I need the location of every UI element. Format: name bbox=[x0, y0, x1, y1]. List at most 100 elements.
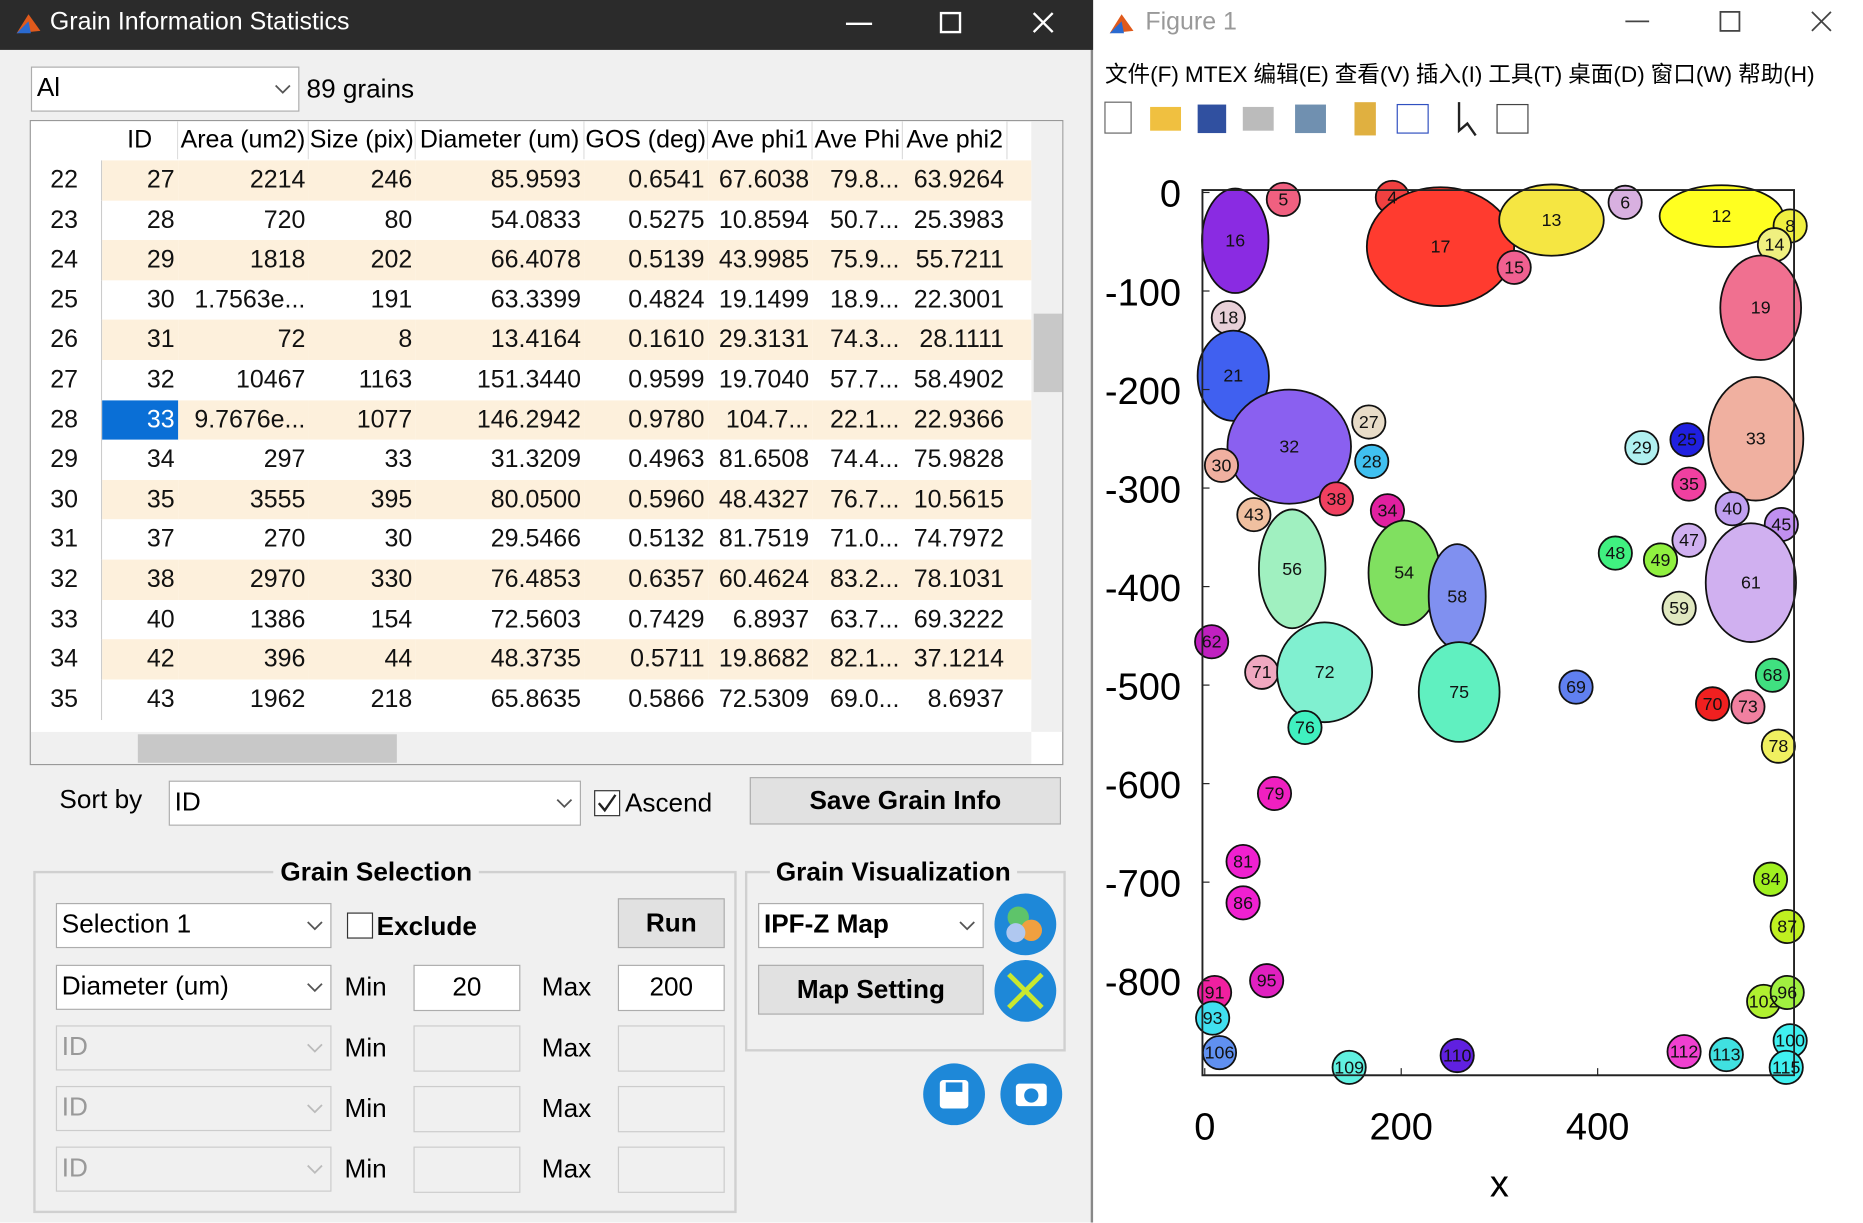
exclude-checkbox[interactable] bbox=[346, 912, 374, 939]
field-dropdown: ID bbox=[55, 1025, 332, 1071]
cell: 37.1214 bbox=[902, 639, 1008, 680]
ascend-checkbox[interactable] bbox=[594, 790, 621, 817]
cell: 18.9... bbox=[812, 280, 903, 321]
grain-label: 45 bbox=[1771, 514, 1791, 534]
header-cell bbox=[30, 121, 103, 160]
row-number: 29 bbox=[30, 439, 103, 481]
max-input[interactable] bbox=[617, 1085, 725, 1133]
cell: 10.8594 bbox=[708, 200, 813, 241]
cell: 25.3983 bbox=[902, 200, 1008, 241]
grain-table[interactable]: ID Area (um2) Size (pix) Diameter (um) GOS (… bbox=[29, 120, 1064, 766]
grain bbox=[1642, 542, 1679, 578]
cell: 40 bbox=[102, 599, 179, 640]
cell: 3555 bbox=[178, 479, 309, 521]
field-dropdown[interactable]: Diameter (um) bbox=[55, 964, 332, 1010]
cell: 31 bbox=[102, 320, 179, 361]
field: ID bbox=[61, 1091, 88, 1122]
scroll-thumb[interactable] bbox=[137, 734, 397, 763]
menu-item[interactable]: 帮助(H) bbox=[1738, 62, 1815, 88]
grain-label: 33 bbox=[1746, 429, 1766, 449]
cell: 0.5275 bbox=[584, 200, 709, 241]
grain-label: 14 bbox=[1765, 235, 1785, 255]
grain bbox=[1607, 184, 1643, 220]
map-setting-button[interactable]: Map Setting bbox=[758, 964, 984, 1015]
row-number: 31 bbox=[30, 519, 103, 561]
grain bbox=[1265, 181, 1301, 217]
grain bbox=[1671, 522, 1707, 558]
grain-label: 40 bbox=[1722, 499, 1742, 519]
min-label: Min bbox=[344, 1153, 387, 1184]
menu-item[interactable]: 文件(F) bbox=[1104, 62, 1179, 88]
grain-label: 109 bbox=[1334, 1057, 1364, 1077]
cell: 2214 bbox=[178, 160, 309, 201]
cell: 6.8937 bbox=[708, 599, 813, 640]
grain-label: 86 bbox=[1233, 893, 1253, 913]
sort-dropdown[interactable]: ID bbox=[168, 780, 582, 826]
max-label: Max bbox=[541, 1032, 592, 1063]
menu-item[interactable]: MTEX bbox=[1184, 62, 1248, 88]
menu-item[interactable]: 编辑(E) bbox=[1253, 62, 1329, 88]
row-number: 24 bbox=[30, 240, 103, 281]
cell: 78.1031 bbox=[902, 559, 1008, 601]
v-scrollbar[interactable] bbox=[1031, 121, 1063, 732]
phase-dropdown[interactable]: Al bbox=[30, 66, 300, 112]
grain-label: 59 bbox=[1669, 598, 1689, 618]
min-input[interactable] bbox=[413, 1025, 521, 1072]
row-number: 25 bbox=[30, 280, 103, 321]
grain bbox=[1558, 669, 1594, 705]
max-input[interactable] bbox=[617, 1146, 725, 1193]
chevron bbox=[275, 84, 291, 94]
cell bbox=[1007, 439, 1032, 481]
save-grain-button[interactable]: Save Grain Info bbox=[749, 777, 1062, 825]
tool-icons[interactable] bbox=[992, 891, 1061, 1129]
map-dropdown[interactable]: IPF-Z Map bbox=[758, 902, 984, 949]
header-cell: ID bbox=[102, 121, 179, 160]
cell: 72.5603 bbox=[415, 599, 585, 640]
sort-field: ID bbox=[174, 786, 201, 817]
cell: 0.4824 bbox=[584, 280, 709, 321]
grain bbox=[1498, 183, 1605, 257]
y-tick-label: -400 bbox=[1105, 568, 1181, 610]
field: Diameter (um) bbox=[61, 970, 229, 1001]
max-input[interactable]: 200 bbox=[617, 964, 725, 1012]
save-icons[interactable] bbox=[921, 1061, 1066, 1128]
cell: 76.7... bbox=[812, 479, 903, 521]
preset-dropdown[interactable]: Selection 1 bbox=[55, 902, 332, 949]
grain bbox=[1225, 843, 1261, 879]
min-input[interactable]: 20 bbox=[413, 964, 521, 1012]
grain-label: 73 bbox=[1738, 697, 1758, 717]
min-input[interactable] bbox=[413, 1146, 521, 1193]
window-controls[interactable] bbox=[832, 0, 1093, 50]
cell: 0.9599 bbox=[584, 360, 709, 401]
run-button[interactable]: Run bbox=[617, 898, 725, 949]
toolbar[interactable] bbox=[1095, 95, 1863, 143]
grain-label: 112 bbox=[1670, 1042, 1698, 1062]
scroll-thumb[interactable] bbox=[1033, 313, 1063, 393]
grain-label: 56 bbox=[1282, 559, 1302, 579]
min-label: Min bbox=[344, 1032, 387, 1063]
menu-item[interactable]: 查看(V) bbox=[1334, 62, 1410, 88]
cell: 0.5866 bbox=[584, 679, 709, 720]
grain-label: 115 bbox=[1772, 1057, 1800, 1077]
menu-item[interactable]: 工具(T) bbox=[1488, 62, 1563, 88]
cell: 1386 bbox=[178, 599, 309, 640]
grain-label: 96 bbox=[1777, 982, 1797, 1002]
max-input[interactable] bbox=[617, 1025, 725, 1072]
h-scrollbar[interactable] bbox=[30, 731, 1032, 764]
grain-label: 16 bbox=[1225, 231, 1245, 251]
window-controls[interactable] bbox=[1618, 0, 1863, 48]
grain bbox=[1318, 481, 1354, 517]
menu-item[interactable]: 桌面(D) bbox=[1568, 62, 1645, 88]
grain bbox=[1236, 497, 1272, 533]
cell: 246 bbox=[308, 160, 416, 201]
grain bbox=[1351, 404, 1387, 440]
row-number: 22 bbox=[30, 160, 103, 201]
cell: 22.1... bbox=[812, 399, 903, 441]
menu-item[interactable]: 窗口(W) bbox=[1650, 62, 1733, 88]
cell: 0.5139 bbox=[584, 240, 709, 281]
min-input[interactable] bbox=[413, 1085, 521, 1133]
menu-item[interactable]: 插入(I) bbox=[1415, 62, 1483, 88]
cell: 1.7563e... bbox=[178, 280, 309, 321]
cell: 28.1111 bbox=[902, 320, 1008, 361]
